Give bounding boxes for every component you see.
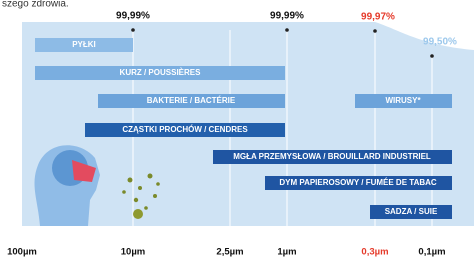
bar-label: BAKTERIE / BACTÉRIE: [147, 96, 236, 105]
bar-label: SADZA / SUIE: [385, 207, 438, 216]
axis-label: 2,5µm: [216, 247, 243, 258]
bar-label: CZĄSTKI PROCHÓW / CENDRES: [122, 125, 248, 134]
axis-label: 100µm: [7, 247, 37, 258]
axis-label: 1µm: [277, 247, 296, 258]
bar-label: MGŁA PRZEMYSŁOWA / BROUILLARD INDUSTRIEL: [233, 152, 431, 161]
percent-label: 99,99%: [270, 11, 304, 22]
percent-label: 99,99%: [116, 11, 150, 22]
percent-label: 99,50%: [423, 37, 457, 48]
axis-label: 10µm: [121, 247, 146, 258]
infographic: szego zdrowia. 99,99% 99,99% 99,97% 99,5…: [0, 0, 474, 265]
axis-label: 0,3µm: [361, 247, 388, 258]
bar-label: WIRUSY*: [385, 96, 421, 105]
axis-label: 0,1µm: [418, 247, 445, 258]
bar-label: KURZ / POUSSIÈRES: [120, 68, 202, 77]
percent-label: 99,97%: [361, 12, 395, 23]
bar-label: PYŁKI: [72, 40, 96, 49]
header-text: szego zdrowia.: [2, 0, 69, 10]
bar-label: DYM PAPIEROSOWY / FUMÉE DE TABAC: [279, 178, 437, 187]
